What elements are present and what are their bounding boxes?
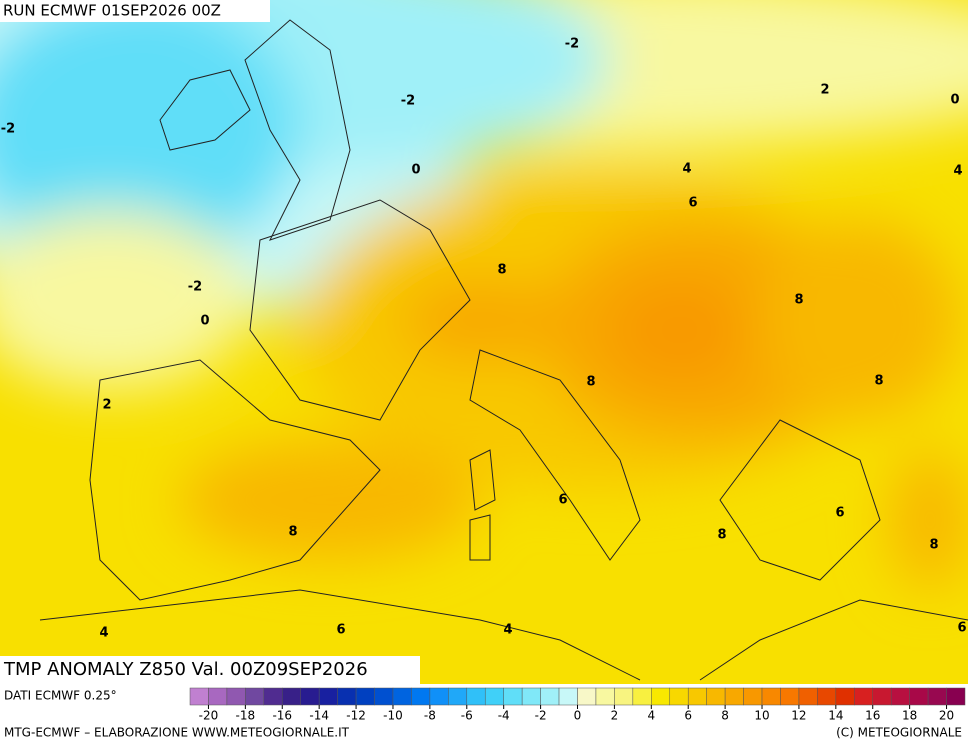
map-title: TMP ANOMALY Z850 Val. 00Z09SEP2026 bbox=[3, 659, 368, 680]
colorbar-swatch bbox=[282, 687, 301, 706]
colorbar-swatch bbox=[448, 687, 468, 706]
colorbar-tick-label: -18 bbox=[236, 709, 256, 723]
colorbar-swatch bbox=[817, 687, 837, 706]
contour-label: 8 bbox=[929, 538, 938, 553]
colorbar-swatch bbox=[927, 687, 947, 706]
colorbar-swatch bbox=[835, 687, 855, 706]
contour-label: -2 bbox=[401, 94, 415, 109]
map-field bbox=[0, 0, 968, 684]
contour-label: 4 bbox=[682, 162, 691, 177]
contour-label: 0 bbox=[200, 314, 209, 329]
contour-label: 2 bbox=[102, 398, 111, 413]
colorbar-tick-label: 0 bbox=[574, 709, 582, 723]
contour-label: 0 bbox=[950, 93, 959, 108]
colorbar-swatch bbox=[208, 687, 228, 706]
colorbar-tick-label: -4 bbox=[498, 709, 510, 723]
contour-label: 4 bbox=[953, 164, 962, 179]
colorbar-swatch bbox=[558, 687, 578, 706]
colorbar-tick-label: -12 bbox=[346, 709, 366, 723]
contour-label: 8 bbox=[717, 528, 726, 543]
colorbar-swatch bbox=[521, 687, 541, 706]
colorbar-swatch bbox=[872, 687, 892, 706]
colorbar-swatch bbox=[780, 687, 800, 706]
colorbar-swatch bbox=[318, 687, 338, 706]
contour-label: 2 bbox=[820, 83, 829, 98]
colorbar-swatch bbox=[355, 687, 375, 706]
colorbar-tick-label: 4 bbox=[647, 709, 655, 723]
colorbar-swatch bbox=[761, 687, 781, 706]
contour-label: 6 bbox=[336, 623, 345, 638]
data-source: DATI ECMWF 0.25° bbox=[4, 689, 117, 703]
colorbar-swatch bbox=[411, 687, 431, 706]
colorbar-swatch bbox=[189, 687, 209, 706]
contour-label: -2 bbox=[1, 122, 15, 137]
contour-label: 6 bbox=[688, 196, 697, 211]
contour-label: 4 bbox=[99, 626, 108, 641]
contour-label: 8 bbox=[874, 374, 883, 389]
contour-label: 8 bbox=[586, 375, 595, 390]
contour-label: 8 bbox=[794, 293, 803, 308]
contour-label: 8 bbox=[497, 263, 506, 278]
colorbar-swatch bbox=[909, 687, 929, 706]
colorbar-tick-label: -6 bbox=[461, 709, 473, 723]
contour-label: 6 bbox=[558, 493, 567, 508]
colorbar-swatch bbox=[226, 687, 246, 706]
contour-label: 4 bbox=[503, 623, 512, 638]
colorbar-tick-label: 20 bbox=[939, 709, 954, 723]
colorbar-swatch bbox=[263, 687, 283, 706]
contour-label: 6 bbox=[835, 506, 844, 521]
colorbar-swatch bbox=[687, 687, 707, 706]
footer-credit: MTG-ECMWF – ELABORAZIONE WWW.METEOGIORNA… bbox=[4, 726, 350, 740]
colorbar-swatch bbox=[429, 687, 449, 706]
colorbar-swatch bbox=[300, 687, 320, 706]
run-info: RUN ECMWF 01SEP2026 00Z bbox=[3, 2, 221, 20]
colorbar-tick-label: 18 bbox=[902, 709, 917, 723]
colorbar-tick-label: 12 bbox=[791, 709, 806, 723]
colorbar-swatch bbox=[337, 687, 357, 706]
colorbar-tick-label: 16 bbox=[865, 709, 880, 723]
colorbar-swatch bbox=[466, 687, 486, 706]
colorbar-swatch bbox=[484, 687, 504, 706]
colorbar-tick-label: 6 bbox=[684, 709, 692, 723]
colorbar-swatch bbox=[540, 687, 560, 706]
colorbar-swatch bbox=[392, 687, 412, 706]
title-box bbox=[0, 656, 420, 684]
colorbar-tick-label: 10 bbox=[754, 709, 769, 723]
header-box bbox=[0, 0, 270, 22]
colorbar-tick-label: 8 bbox=[721, 709, 729, 723]
contour-label: -2 bbox=[188, 280, 202, 295]
colorbar-tick-label: 2 bbox=[611, 709, 619, 723]
contour-label: 6 bbox=[957, 621, 966, 636]
colorbar-tick-label: -10 bbox=[383, 709, 403, 723]
footer-copyright: (C) METEOGIORNALE bbox=[836, 726, 962, 740]
colorbar-swatch bbox=[614, 687, 634, 706]
colorbar-tick-label: -20 bbox=[199, 709, 219, 723]
colorbar-swatch bbox=[595, 687, 615, 706]
colorbar-swatch bbox=[890, 687, 910, 706]
colorbar-tick-label: -2 bbox=[535, 709, 547, 723]
contour-label: 8 bbox=[288, 525, 297, 540]
colorbar-swatch bbox=[503, 687, 523, 706]
colorbar-tick-label: -14 bbox=[309, 709, 329, 723]
colorbar-swatch bbox=[577, 687, 597, 706]
colorbar-swatch bbox=[374, 687, 394, 706]
colorbar-tick-label: 14 bbox=[828, 709, 843, 723]
colorbar-swatch bbox=[706, 687, 726, 706]
contour-label: -2 bbox=[565, 37, 579, 52]
colorbar-swatch bbox=[743, 687, 763, 706]
colorbar-swatch bbox=[854, 687, 873, 706]
colorbar-swatch bbox=[245, 687, 265, 706]
colorbar-swatch bbox=[798, 687, 818, 706]
colorbar-tick-label: -16 bbox=[272, 709, 292, 723]
colorbar-swatch bbox=[946, 687, 966, 706]
colorbar-swatch bbox=[632, 687, 652, 706]
contour-label: 0 bbox=[411, 163, 420, 178]
colorbar-swatch bbox=[724, 687, 744, 706]
colorbar-tick-label: -8 bbox=[424, 709, 436, 723]
colorbar-swatch bbox=[669, 687, 689, 706]
coastlines bbox=[39, 19, 968, 681]
colorbar-swatch bbox=[651, 687, 671, 706]
